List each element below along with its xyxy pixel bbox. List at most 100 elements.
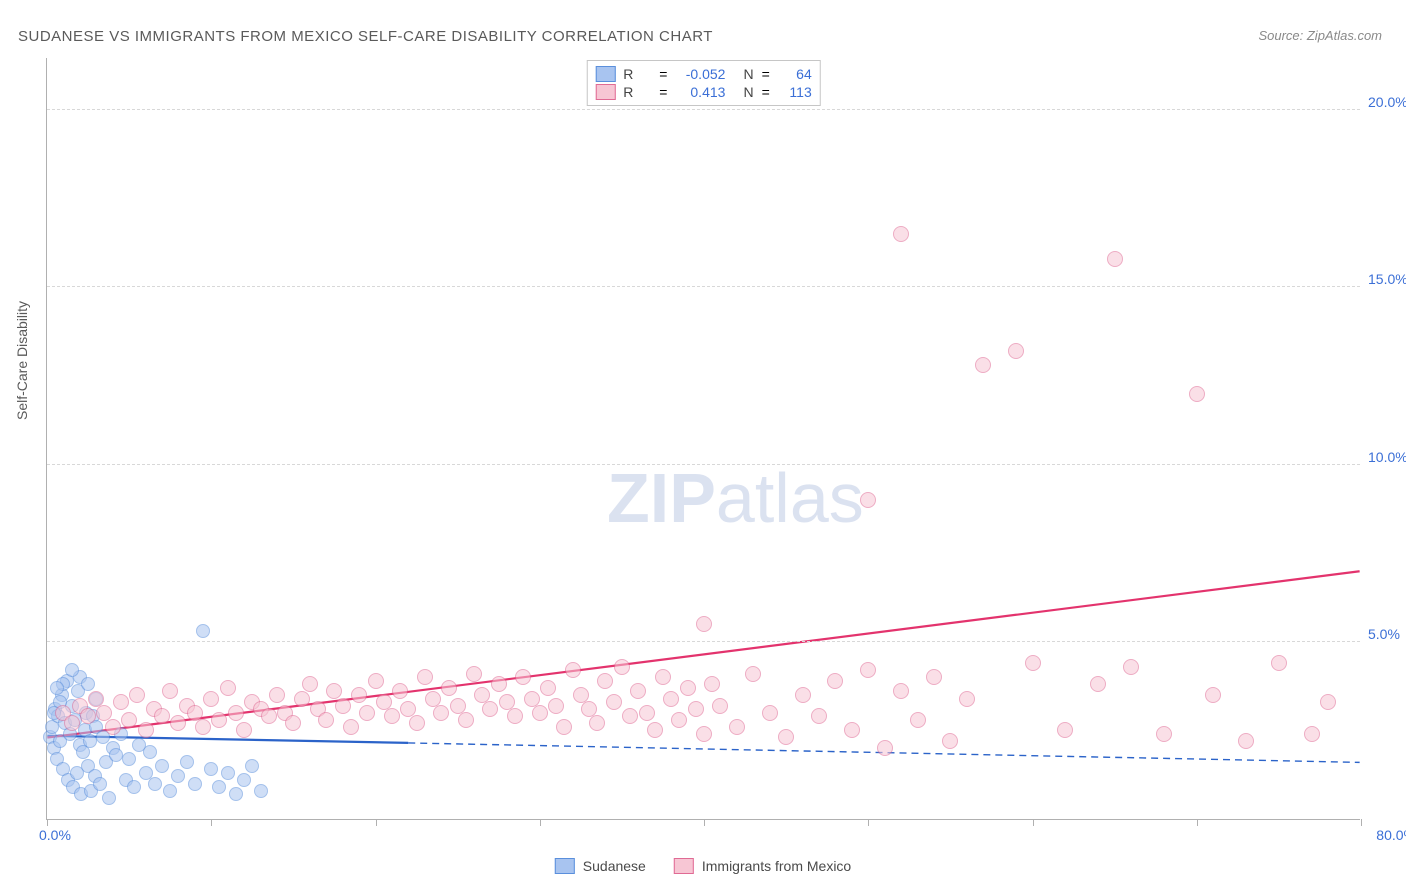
- scatter-marker: [229, 787, 243, 801]
- stats-r-value-1: 0.413: [675, 84, 725, 100]
- scatter-marker: [113, 694, 129, 710]
- scatter-marker: [704, 676, 720, 692]
- scatter-marker: [163, 784, 177, 798]
- scatter-marker: [64, 715, 80, 731]
- scatter-marker: [482, 701, 498, 717]
- scatter-marker: [639, 705, 655, 721]
- scatter-marker: [318, 712, 334, 728]
- scatter-marker: [540, 680, 556, 696]
- scatter-marker: [532, 705, 548, 721]
- scatter-marker: [589, 715, 605, 731]
- scatter-marker: [762, 705, 778, 721]
- scatter-marker: [204, 762, 218, 776]
- stats-swatch-0: [595, 66, 615, 82]
- stats-eq-0b: =: [762, 66, 770, 82]
- stats-r-label-0: R: [623, 66, 651, 82]
- scatter-marker: [129, 687, 145, 703]
- scatter-marker: [285, 715, 301, 731]
- scatter-marker: [1205, 687, 1221, 703]
- scatter-marker: [893, 683, 909, 699]
- scatter-marker: [162, 683, 178, 699]
- x-tick: [704, 819, 705, 826]
- x-tick: [540, 819, 541, 826]
- scatter-marker: [1008, 343, 1024, 359]
- scatter-marker: [712, 698, 728, 714]
- scatter-marker: [893, 226, 909, 242]
- x-origin-label: 0.0%: [39, 827, 71, 843]
- scatter-marker: [1123, 659, 1139, 675]
- scatter-marker: [811, 708, 827, 724]
- scatter-marker: [975, 357, 991, 373]
- scatter-marker: [630, 683, 646, 699]
- y-tick-label: 5.0%: [1368, 626, 1406, 642]
- scatter-marker: [565, 662, 581, 678]
- x-tick: [376, 819, 377, 826]
- scatter-marker: [795, 687, 811, 703]
- scatter-marker: [417, 669, 433, 685]
- scatter-marker: [109, 748, 123, 762]
- gridline: [47, 286, 1360, 287]
- scatter-marker: [1238, 733, 1254, 749]
- scatter-marker: [458, 712, 474, 728]
- scatter-marker: [261, 708, 277, 724]
- stats-r-label-1: R: [623, 84, 651, 100]
- scatter-marker: [729, 719, 745, 735]
- scatter-marker: [269, 687, 285, 703]
- stats-eq-1: =: [659, 84, 667, 100]
- scatter-marker: [1090, 676, 1106, 692]
- scatter-marker: [148, 777, 162, 791]
- scatter-marker: [688, 701, 704, 717]
- scatter-marker: [778, 729, 794, 745]
- stats-row-1: R = 0.413 N = 113: [595, 83, 812, 101]
- scatter-marker: [655, 669, 671, 685]
- scatter-marker: [122, 752, 136, 766]
- watermark-rest: atlas: [716, 459, 864, 537]
- scatter-marker: [433, 705, 449, 721]
- scatter-marker: [1025, 655, 1041, 671]
- scatter-marker: [647, 722, 663, 738]
- source-attribution: Source: ZipAtlas.com: [1258, 28, 1382, 43]
- scatter-marker: [926, 669, 942, 685]
- x-tick: [1033, 819, 1034, 826]
- scatter-marker: [441, 680, 457, 696]
- x-tick: [211, 819, 212, 826]
- y-tick-label: 10.0%: [1368, 449, 1406, 465]
- scatter-marker: [83, 734, 97, 748]
- scatter-marker: [507, 708, 523, 724]
- legend-swatch-1: [674, 858, 694, 874]
- y-tick-label: 20.0%: [1368, 94, 1406, 110]
- scatter-marker: [221, 766, 235, 780]
- gridline: [47, 109, 1360, 110]
- stats-swatch-1: [595, 84, 615, 100]
- scatter-marker: [384, 708, 400, 724]
- stats-eq-0: =: [659, 66, 667, 82]
- scatter-marker: [127, 780, 141, 794]
- watermark: ZIPatlas: [607, 458, 864, 538]
- scatter-marker: [65, 663, 79, 677]
- scatter-marker: [696, 616, 712, 632]
- scatter-marker: [466, 666, 482, 682]
- scatter-marker: [556, 719, 572, 735]
- scatter-marker: [548, 698, 564, 714]
- scatter-marker: [196, 624, 210, 638]
- scatter-marker: [1304, 726, 1320, 742]
- scatter-marker: [606, 694, 622, 710]
- x-tick: [868, 819, 869, 826]
- scatter-marker: [105, 719, 121, 735]
- y-axis-label: Self-Care Disability: [14, 301, 30, 420]
- scatter-marker: [343, 719, 359, 735]
- legend-item-1: Immigrants from Mexico: [674, 858, 851, 874]
- gridline: [47, 464, 1360, 465]
- legend-item-0: Sudanese: [555, 858, 646, 874]
- legend-label-1: Immigrants from Mexico: [702, 858, 851, 874]
- stats-n-value-0: 64: [778, 66, 812, 82]
- scatter-marker: [171, 769, 185, 783]
- scatter-marker: [170, 715, 186, 731]
- scatter-marker: [359, 705, 375, 721]
- scatter-marker: [696, 726, 712, 742]
- scatter-marker: [663, 691, 679, 707]
- scatter-marker: [1320, 694, 1336, 710]
- scatter-marker: [254, 784, 268, 798]
- x-tick: [1197, 819, 1198, 826]
- scatter-marker: [745, 666, 761, 682]
